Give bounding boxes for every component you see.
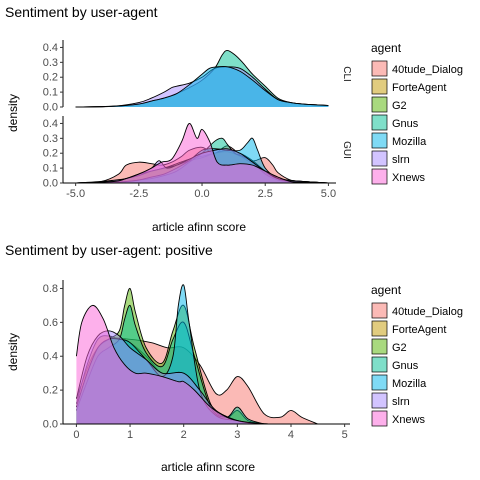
chart1-legend-label-gnus: Gnus [392,118,419,130]
chart2-legend-label-g2: G2 [392,342,407,354]
chart1-legend-label-40tude-dialog: 40tude_Dialog [392,64,463,76]
chart1-x-tick-label: 5.0 [321,188,336,200]
chart1-legend-key-gnus [371,114,388,131]
chart1-legend-key-g2 [371,96,388,113]
chart1-gui-y-tick-label: 0.3 [43,133,58,145]
chart1-legend-key-40tude-dialog [371,60,388,77]
chart2-y-axis-title: density [6,333,20,371]
chart1-title: Sentiment by user-agent [5,4,158,20]
chart1-legend-label-forteagent: ForteAgent [392,82,446,94]
chart2-area-xnews [76,305,265,424]
chart2-y-tick-label: 0.4 [43,351,58,363]
chart1-cli-area-mozilla [75,66,329,107]
chart2-legend: agent 40tude_Dialog ForteAgent G2 Gnus Mozil… [371,283,463,427]
chart2-legend-key-gnus [371,356,388,373]
chart1-gui-y-tick-label: 0.0 [43,178,58,190]
chart2-x-tick-label: 5 [342,429,348,441]
chart1-facet-panel-cli: 0.0 0.1 0.2 0.3 0.4 [43,40,329,114]
chart1-legend-label-mozilla: Mozilla [392,136,427,148]
chart1-gui-area-xnews [75,123,329,183]
chart1-x-tick-label: 2.5 [258,188,273,200]
chart-sentiment-positive: Sentiment by user-agent: positive densit… [5,242,463,474]
chart2-legend-key-g2 [371,338,388,355]
chart2-legend-label-40tude-dialog: 40tude_Dialog [392,306,463,318]
chart1-gui-y-tick-label: 0.4 [43,118,58,130]
chart2-x-axis-title: article afinn score [161,460,255,474]
chart2-y-tick-label: 0.8 [43,283,58,295]
chart2-legend-key-xnews [371,410,388,427]
chart1-cli-y-tick-label: 0.2 [43,72,58,84]
chart2-legend-label-slrn: slrn [392,396,410,408]
chart2-legend-label-mozilla: Mozilla [392,378,427,390]
chart1-legend-title: agent [371,41,402,55]
chart1-x-axis-title: article afinn score [152,220,246,234]
chart1-facet-panel-gui: 0.0 0.1 0.2 0.3 0.4 [43,116,329,190]
chart2-line-xnews [75,304,265,425]
chart1-strip-label-cli: CLI [341,66,352,82]
chart1-cli-y-tick-label: 0.1 [43,87,58,99]
chart2-x-tick-label: 2 [181,429,187,441]
chart2-legend-key-40tude-dialog [371,302,388,319]
chart2-legend-key-mozilla [371,374,388,391]
chart1-cli-y-tick-label: 0.4 [43,42,58,54]
chart1-legend-key-forteagent [371,78,388,95]
chart2-x-tick-label: 1 [127,429,133,441]
chart1-gui-y-tick-label: 0.2 [43,148,58,160]
chart1-legend: agent 40tude_Dialog ForteAgent G2 Gnus Mozil… [371,41,463,185]
chart1-y-axis-title: density [6,94,20,132]
chart2-legend-title: agent [371,283,402,297]
chart2-x-tick-label: 0 [73,429,79,441]
chart1-legend-key-xnews [371,168,388,185]
chart2-legend-label-xnews: Xnews [392,414,426,426]
chart2-x-tick-label: 4 [288,429,294,441]
chart2-x-tick-label: 3 [234,429,240,441]
chart1-x-tick-label: 0.0 [194,188,209,200]
chart2-y-tick-label: 0.0 [43,419,58,431]
chart1-x-tick-label: -5.0 [66,188,85,200]
chart1-cli-line-mozilla [75,65,329,108]
chart1-legend-key-slrn [371,150,388,167]
chart1-cli-y-tick-label: 0.3 [43,57,58,69]
chart-sentiment-by-user-agent: Sentiment by user-agent density article … [5,4,463,234]
chart1-strip-label-gui: GUI [341,141,352,159]
chart2-legend-key-slrn [371,392,388,409]
chart2-x-axis: 0 1 2 3 4 5 [63,423,350,441]
chart2-title: Sentiment by user-agent: positive [5,242,213,258]
chart2-y-tick-label: 0.2 [43,385,58,397]
chart1-x-tick-label: -2.5 [129,188,148,200]
chart1-legend-label-slrn: slrn [392,154,410,166]
chart2-y-tick-label: 0.6 [43,317,58,329]
chart2-legend-label-forteagent: ForteAgent [392,324,446,336]
chart1-legend-label-xnews: Xnews [392,172,426,184]
chart1-legend-key-mozilla [371,132,388,149]
chart1-gui-line-xnews [75,122,329,184]
chart2-legend-key-forteagent [371,320,388,337]
chart2-plot-panel: 0.0 0.2 0.4 0.6 0.8 [43,280,318,431]
chart1-legend-label-g2: G2 [392,100,407,112]
chart1-x-axis: -5.0 -2.5 0.0 2.5 5.0 [63,182,336,200]
chart1-gui-y-tick-label: 0.1 [43,163,58,175]
chart1-cli-y-tick-label: 0.0 [43,102,58,114]
chart2-legend-label-gnus: Gnus [392,360,419,372]
